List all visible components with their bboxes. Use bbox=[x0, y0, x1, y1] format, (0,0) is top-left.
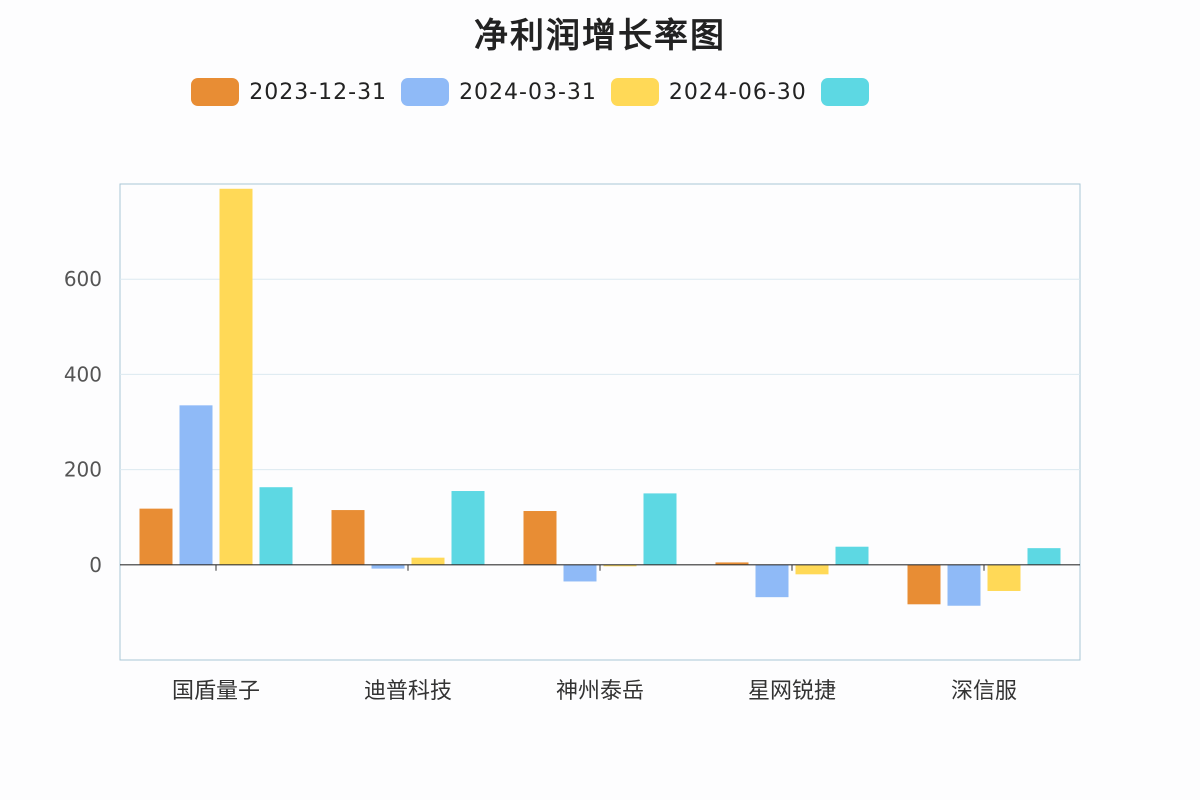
bar bbox=[987, 564, 1021, 591]
bar bbox=[259, 487, 293, 565]
bar bbox=[411, 557, 445, 565]
legend-swatch bbox=[820, 78, 869, 106]
bar bbox=[835, 546, 869, 565]
legend-item[interactable]: 2023-12-31 bbox=[191, 78, 387, 106]
legend-swatch bbox=[191, 78, 240, 106]
y-tick-label: 0 bbox=[89, 553, 102, 577]
bar bbox=[331, 510, 365, 565]
plot-frame bbox=[119, 183, 1081, 661]
bar bbox=[179, 405, 213, 565]
chart-title: 净利润增长率图 bbox=[474, 16, 726, 56]
legend-label: 2023-12-31 bbox=[249, 79, 388, 105]
legend-swatch bbox=[610, 78, 659, 106]
bar bbox=[643, 493, 677, 565]
y-tick-label: 600 bbox=[64, 267, 102, 291]
x-tick-label: 神州泰岳 bbox=[556, 679, 644, 704]
bar bbox=[1027, 548, 1061, 565]
bar bbox=[907, 564, 941, 605]
bar bbox=[451, 491, 485, 565]
bar bbox=[139, 508, 173, 565]
bar bbox=[947, 564, 981, 606]
bar bbox=[523, 511, 557, 565]
bar bbox=[715, 562, 749, 565]
legend-item[interactable] bbox=[820, 78, 1009, 106]
legend: 2023-12-31 2024-03-31 2024-06-30 bbox=[0, 78, 1200, 106]
bar bbox=[219, 188, 253, 565]
bar bbox=[795, 564, 829, 575]
x-tick-label: 深信服 bbox=[951, 679, 1017, 704]
bar bbox=[755, 564, 789, 598]
x-tick-label: 国盾量子 bbox=[172, 679, 260, 704]
legend-label: 2024-06-30 bbox=[668, 79, 807, 105]
x-tick-label: 星网锐捷 bbox=[748, 679, 836, 704]
y-tick-label: 400 bbox=[64, 362, 102, 386]
bar bbox=[371, 564, 405, 569]
bar bbox=[603, 564, 637, 567]
legend-item[interactable]: 2024-06-30 bbox=[610, 78, 807, 106]
legend-item[interactable]: 2024-03-31 bbox=[401, 78, 597, 106]
legend-label: 2024-03-31 bbox=[459, 79, 597, 105]
legend-swatch bbox=[401, 78, 450, 106]
y-tick-label: 200 bbox=[64, 458, 102, 482]
x-tick-label: 迪普科技 bbox=[364, 679, 452, 704]
bar bbox=[563, 564, 597, 582]
